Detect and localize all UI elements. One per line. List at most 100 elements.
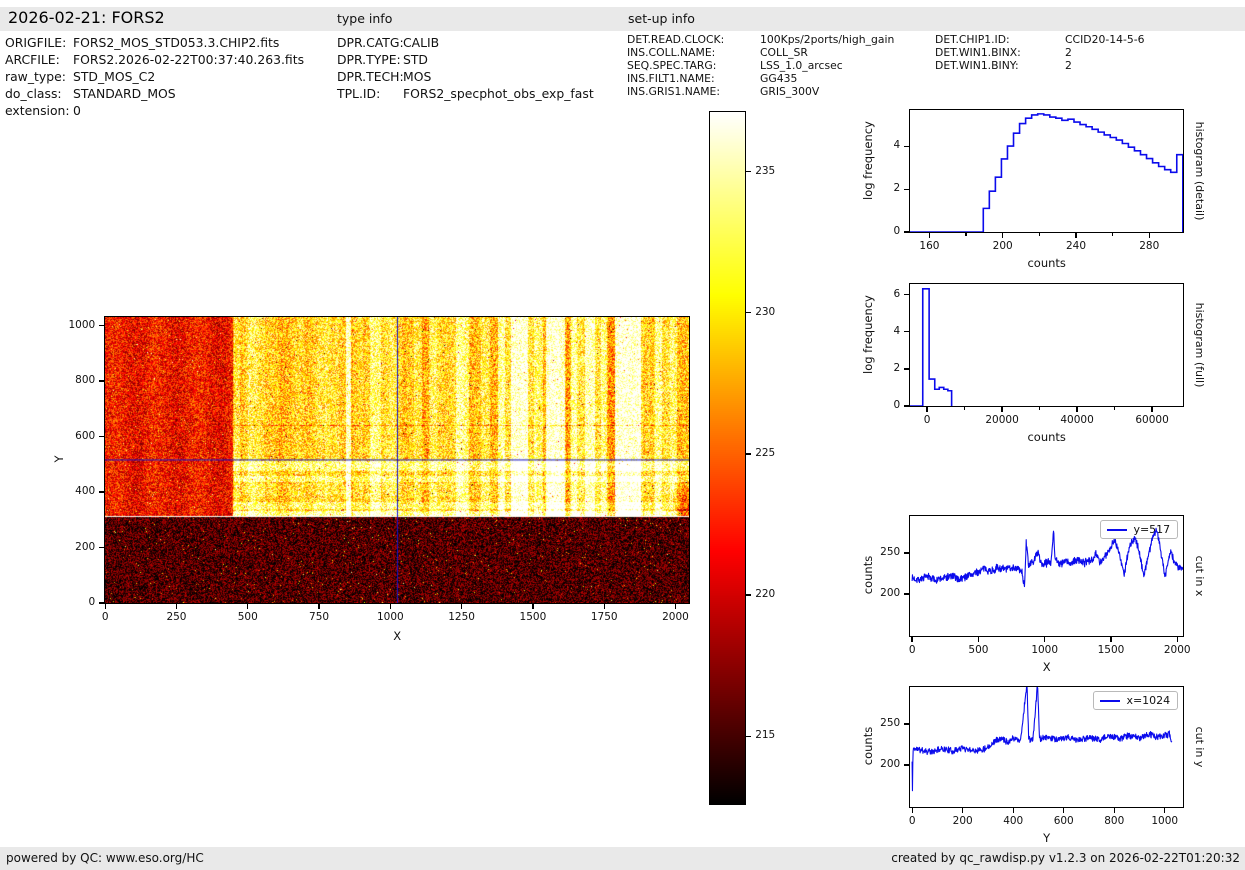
info-key: DPR.CATG: <box>337 35 404 50</box>
side-label: cut in x <box>1193 555 1207 597</box>
info-value: FORS2.2026-02-22T00:37:40.263.fits <box>73 52 305 67</box>
cut-y-canvas <box>910 687 1184 808</box>
x-tick-label: 0 <box>908 815 916 828</box>
hist-detail-plot: 160 200 240 280 0 2 4 counts log frequency histog… <box>861 109 1206 270</box>
y-tick <box>99 491 106 493</box>
type-info-heading: type info <box>337 11 393 26</box>
x-tick <box>460 603 463 610</box>
x-tick <box>674 603 677 610</box>
setup-info-col2: DET.CHIP1.ID: CCID20-14-5-6 DET.WIN1.BINX:… <box>935 33 1144 72</box>
info-key: extension: <box>5 103 70 118</box>
colorbar-tick <box>745 453 752 455</box>
x-tick <box>175 603 178 610</box>
info-key: DPR.TYPE: <box>337 52 401 67</box>
hist-full-plot: 0 20000 40000 60000 0 2 4 6 counts log frequency h… <box>861 283 1206 444</box>
info-value: COLL_SR <box>760 46 808 59</box>
type-info-row: DPR.TYPE: STD <box>337 51 594 68</box>
y-tick <box>904 723 911 725</box>
colorbar-tick <box>745 312 752 314</box>
hist-detail-canvas <box>910 110 1184 233</box>
y-tick-label: 200 <box>880 758 901 771</box>
info-value: CALIB <box>403 35 440 50</box>
setup-info-heading: set-up info <box>628 11 695 26</box>
y-tick-label: 2 <box>893 361 901 374</box>
setup-info-row: DET.CHIP1.ID: CCID20-14-5-6 <box>935 33 1144 46</box>
x-minor-tick <box>1038 232 1041 237</box>
colorbar-tick <box>745 735 752 738</box>
info-value: FORS2_MOS_STD053.3.CHIP2.fits <box>73 35 280 50</box>
x-tick-label: 600 <box>1053 815 1074 828</box>
info-key: INS.COLL.NAME: <box>627 46 716 59</box>
x-tick <box>1001 406 1003 413</box>
page-title: 2026-02-21: FORS2 <box>8 8 165 27</box>
info-value: 100Kps/2ports/high_gain <box>760 33 895 46</box>
info-key: raw_type: <box>5 69 66 84</box>
file-info-row: ORIGFILE: FORS2_MOS_STD053.3.CHIP2.fits <box>5 34 304 51</box>
x-tick-label: 2000 <box>1163 644 1191 657</box>
y-tick <box>904 231 911 233</box>
y-tick <box>904 188 911 190</box>
x-tick-label: 280 <box>1139 240 1160 253</box>
x-tick <box>1151 406 1153 413</box>
x-tick <box>1176 636 1178 643</box>
info-value: 2 <box>1065 59 1072 72</box>
y-tick <box>904 405 911 407</box>
type-info-block: DPR.CATG: CALIB DPR.TYPE: STD DPR.TECH: MOS TP… <box>337 34 594 102</box>
x-tick-label: 160 <box>919 240 940 253</box>
x-tick-label: 200 <box>952 815 973 828</box>
colorbar-tick-label: 220 <box>755 588 776 601</box>
y-tick-label: 4 <box>893 139 901 152</box>
info-key: DET.CHIP1.ID: <box>935 33 1010 46</box>
x-axis-label: X <box>393 629 402 644</box>
x-minor-tick <box>1113 406 1116 411</box>
colorbar-tick <box>745 170 752 173</box>
info-key: INS.GRIS1.NAME: <box>627 85 720 98</box>
x-tick-label: 500 <box>968 644 989 657</box>
info-value: 0 <box>73 103 81 118</box>
y-tick <box>99 546 106 549</box>
info-value: MOS <box>403 69 432 84</box>
y-tick-label: 800 <box>75 374 96 387</box>
x-axis-label: Y <box>1043 831 1051 846</box>
x-tick <box>928 232 931 239</box>
x-tick-label: 240 <box>1065 240 1087 253</box>
file-info-row: extension: 0 <box>5 102 304 119</box>
x-tick-label: 0 <box>923 414 931 427</box>
footer-powered-by: powered by QC: www.eso.org/HC <box>6 851 204 865</box>
x-tick <box>247 603 249 610</box>
x-tick <box>318 603 320 610</box>
colorbar-tick-label: 215 <box>755 729 776 742</box>
x-tick <box>926 406 928 413</box>
y-tick-label: 250 <box>880 546 901 559</box>
x-tick <box>1148 232 1150 239</box>
info-key: ARCFILE: <box>5 52 60 67</box>
x-tick <box>603 603 605 610</box>
x-tick-label: 1000 <box>1151 815 1179 828</box>
setup-info-col1: DET.READ.CLOCK: 100Kps/2ports/high_gain IN… <box>627 33 894 98</box>
x-tick <box>104 603 106 610</box>
raw-image-plot: 0 250 500 750 1000 1250 1500 1750 2000 0 200 400 600… <box>52 316 691 643</box>
x-tick <box>1063 807 1065 814</box>
y-tick <box>99 380 106 382</box>
x-tick <box>962 807 964 814</box>
y-tick <box>904 764 911 766</box>
x-tick-label: 400 <box>1003 815 1024 828</box>
x-tick-label: 1000 <box>1031 644 1059 657</box>
side-label: histogram (full) <box>1193 302 1207 388</box>
setup-info-row: SEQ.SPEC.TARG: LSS_1.0_arcsec <box>627 59 894 72</box>
x-tick-label: 750 <box>309 611 330 624</box>
info-value: GRIS_300V <box>760 85 820 98</box>
y-tick <box>904 293 911 296</box>
y-tick-label: 1000 <box>68 318 96 331</box>
info-value: STD_MOS_C2 <box>73 69 156 84</box>
y-axis-label: log frequency <box>861 295 876 375</box>
x-tick <box>389 603 392 610</box>
x-tick-label: 60000 <box>1135 414 1169 427</box>
x-tick-label: 0 <box>908 644 916 657</box>
x-tick <box>1043 636 1046 643</box>
x-tick-label: 800 <box>1104 815 1125 828</box>
hist-full-canvas <box>910 284 1184 407</box>
x-tick <box>532 603 534 610</box>
colorbar-tick-label: 235 <box>755 164 776 177</box>
